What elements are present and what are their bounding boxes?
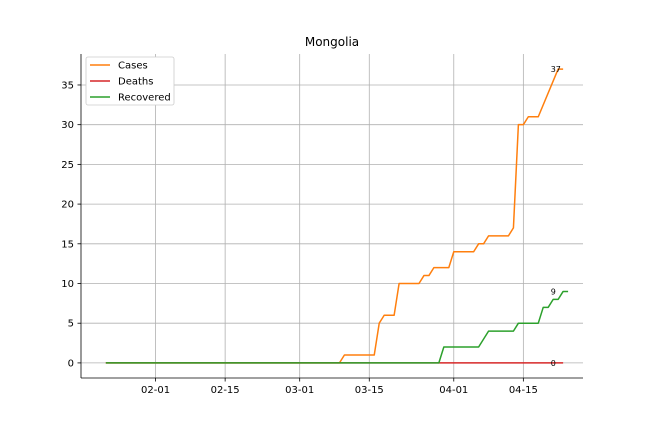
x-tick-label: 04-15 [509, 385, 538, 396]
chart-title: Mongolia [305, 35, 359, 49]
x-tick-label: 03-15 [355, 385, 384, 396]
end-labels: 37 0 9 [551, 65, 561, 368]
y-tick-label: 15 [61, 239, 74, 250]
series-line-cases [105, 68, 564, 364]
x-tick-label: 04-01 [439, 385, 468, 396]
end-label-cases: 37 [551, 65, 561, 74]
series-lines [105, 68, 569, 364]
y-tick-label: 20 [61, 200, 74, 211]
end-label-deaths: 0 [551, 359, 556, 368]
y-tick-label: 10 [61, 279, 74, 290]
ticks: 02-01 02-15 03-01 03-15 04-01 04-15 0 5 10 15 20 25… [61, 80, 538, 396]
grid [81, 54, 583, 378]
y-tick-label: 25 [61, 160, 74, 171]
y-tick-label: 5 [68, 319, 74, 330]
x-tick-label: 02-01 [141, 385, 170, 396]
legend-box [85, 56, 175, 106]
y-tick-label: 30 [61, 120, 74, 131]
legend-label-recovered: Recovered [118, 93, 171, 104]
legend: Cases Deaths Recovered [85, 56, 175, 106]
end-label-recovered: 9 [551, 287, 556, 296]
x-tick-label: 03-01 [285, 385, 314, 396]
legend-label-deaths: Deaths [118, 77, 153, 88]
y-tick-label: 35 [61, 80, 74, 91]
x-tick-label: 02-15 [211, 385, 240, 396]
series-line-recovered [105, 290, 569, 364]
axes [80, 54, 583, 379]
legend-label-cases: Cases [118, 61, 148, 72]
y-tick-label: 0 [68, 358, 74, 369]
